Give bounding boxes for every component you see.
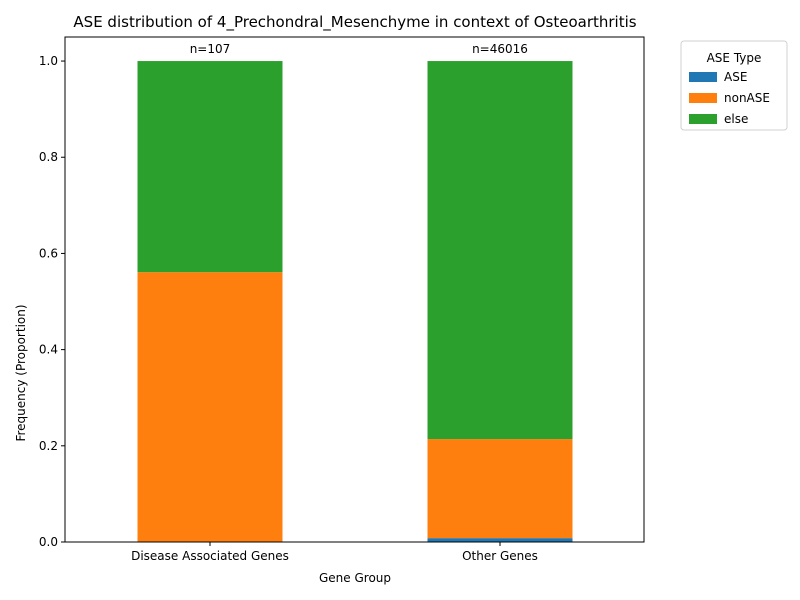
y-axis-label: Frequency (Proportion)	[14, 304, 28, 441]
legend-label-ase: ASE	[724, 70, 747, 84]
legend-label-else: else	[724, 112, 748, 126]
count-annotation: n=107	[190, 42, 231, 56]
legend-swatch-nonase	[689, 93, 717, 103]
legend-frame	[680, 40, 788, 131]
count-annotation: n=46016	[472, 42, 528, 56]
bar-else-1	[137, 61, 283, 273]
x-axis-label: Gene Group	[319, 571, 391, 585]
legend-swatch-else	[689, 114, 717, 124]
y-tick-label: 0.4	[39, 343, 58, 357]
chart-title: ASE distribution of 4_Prechondral_Mesenc…	[73, 13, 636, 32]
x-tick-label: Disease Associated Genes	[131, 549, 289, 563]
bar-ase-2	[427, 538, 573, 542]
legend-swatch-ase	[689, 72, 717, 82]
y-tick-label: 0.6	[39, 246, 58, 260]
y-tick-label: 1.0	[39, 54, 58, 68]
legend: ASE Type ASE nonASE else	[680, 40, 788, 131]
legend-title: ASE Type	[707, 51, 762, 65]
y-tick-label: 0.8	[39, 150, 58, 164]
bar-nonase-1	[137, 272, 283, 542]
x-tick-label: Other Genes	[462, 549, 538, 563]
y-tick-label: 0.2	[39, 439, 58, 453]
bar-else-2	[427, 61, 573, 440]
plot-frame	[64, 36, 645, 543]
bar-nonase-2	[427, 439, 573, 539]
plot-area: n=107 Disease Associated Genes n=46016 Othe…	[39, 36, 645, 563]
y-tick-label: 0.0	[39, 535, 58, 549]
legend-label-nonase: nonASE	[724, 91, 770, 105]
